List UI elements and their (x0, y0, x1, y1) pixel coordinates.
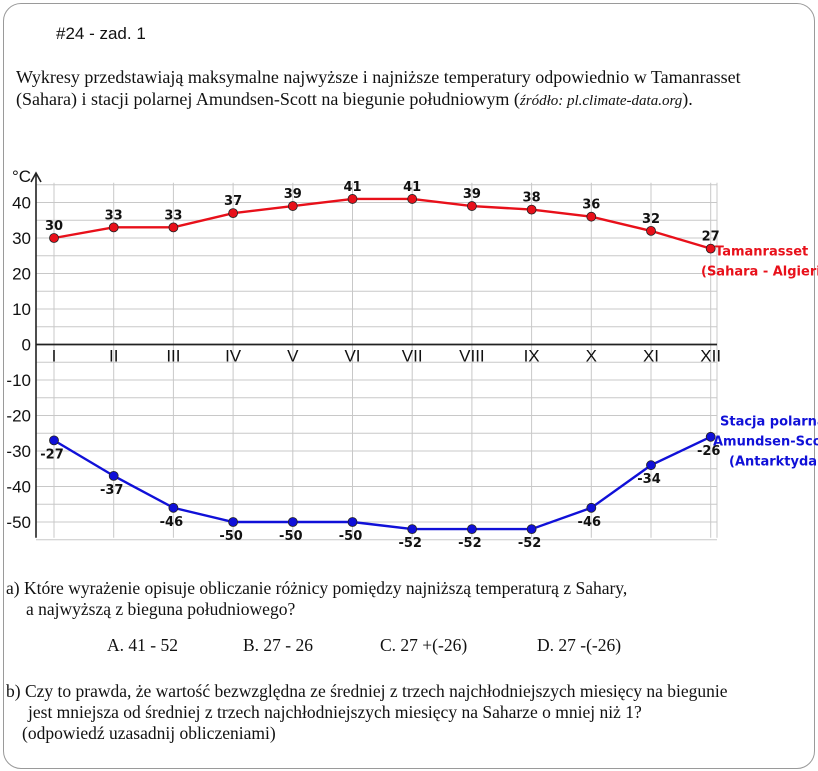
data-label: 33 (164, 208, 182, 223)
data-point (646, 460, 656, 471)
data-label: -50 (219, 529, 243, 544)
data-label: 30 (45, 219, 63, 234)
question-a-line-2: a najwyższą z bieguna południowego? (26, 599, 296, 619)
y-axis-arrow (30, 171, 42, 183)
data-point (646, 226, 656, 236)
data-label: 39 (463, 187, 481, 202)
data-label: 27 (702, 230, 720, 245)
x-tick-label: IV (225, 347, 242, 366)
intro-line-2: (Sahara) i stacji polarnej Amundsen-Scot… (16, 88, 816, 112)
series-label-antarctica: (Antarktyda) (729, 455, 818, 470)
option-c: C. 27 +(-26) (380, 635, 468, 655)
y-tick-label: -20 (6, 407, 31, 426)
task-heading: #24 - zad. 1 (56, 24, 146, 43)
x-tick-label: II (109, 347, 118, 366)
y-tick-label: 40 (12, 194, 31, 213)
data-label: -52 (458, 536, 482, 551)
tamanrasset-line (53, 197, 712, 250)
question-b-line-3: (odpowiedź uzasadnij obliczeniami) (22, 723, 276, 743)
data-label: -34 (637, 472, 661, 487)
x-tick-label: IX (524, 347, 540, 366)
data-point (168, 222, 179, 233)
data-label: 39 (284, 187, 302, 202)
data-point (466, 524, 477, 535)
data-point (347, 517, 358, 527)
data-point (526, 204, 537, 215)
data-label: -26 (697, 444, 721, 459)
y-tick-label: -50 (6, 513, 31, 532)
x-tick-label: VI (344, 347, 360, 366)
data-point (49, 435, 59, 446)
data-point (586, 211, 597, 222)
series-label-tamanrasset-region: (Sahara - Algieria) (701, 265, 818, 280)
data-label: -27 (40, 447, 64, 462)
worksheet-frame (3, 3, 815, 769)
data-point (228, 208, 239, 219)
series-label-amundsen-scott: Amundsen-Scott (713, 435, 818, 450)
x-tick-label: XI (643, 347, 659, 366)
y-tick-label: 10 (12, 300, 31, 319)
data-label: -37 (100, 483, 124, 498)
question-b: b) Czy to prawda, że wartość bezwzględna… (6, 681, 818, 744)
data-point (705, 243, 716, 254)
data-label: -52 (518, 536, 542, 551)
data-label: 38 (523, 191, 541, 206)
intro-end: ). (682, 89, 693, 109)
question-a: a) Które wyrażenie opisuje obliczanie ró… (6, 578, 627, 620)
intro-line-1: Wykresy przedstawiają maksymalne najwyżs… (16, 67, 741, 87)
x-tick-label: V (287, 347, 299, 366)
data-label: -50 (339, 529, 363, 544)
data-point (347, 194, 358, 204)
data-label: 41 (403, 180, 421, 195)
x-tick-label: XII (700, 347, 721, 366)
data-label: -52 (398, 536, 422, 551)
data-point (49, 233, 59, 243)
data-point (168, 502, 179, 513)
data-point (407, 194, 418, 204)
data-point (228, 517, 239, 527)
x-tick-label: VII (402, 347, 423, 366)
data-label: 32 (642, 212, 660, 227)
y-tick-label: -10 (6, 371, 31, 390)
task-intro: Wykresy przedstawiają maksymalne najwyżs… (16, 66, 816, 112)
data-label: -46 (160, 515, 184, 530)
x-tick-label: VIII (459, 347, 485, 366)
data-label: 41 (343, 180, 361, 195)
data-label: 36 (582, 198, 600, 213)
option-a: A. 41 - 52 (107, 635, 178, 655)
x-tick-label: I (52, 347, 57, 366)
y-tick-label: -30 (6, 442, 31, 461)
data-label: 37 (224, 194, 242, 209)
data-point (705, 431, 716, 442)
x-tick-label: III (166, 347, 180, 366)
question-b-line-2: jest mniejsza od średniej z trzech najch… (28, 702, 642, 722)
data-point (407, 524, 418, 535)
data-point (287, 201, 298, 211)
question-a-line-1: a) Które wyrażenie opisuje obliczanie ró… (6, 578, 628, 598)
amundsen-scott-line (53, 435, 712, 531)
series-label-station: Stacja polarna (720, 415, 818, 430)
intro-text: (Sahara) i stacji polarnej Amundsen-Scot… (16, 89, 520, 109)
data-point (108, 470, 119, 481)
data-point (287, 517, 298, 527)
data-point (526, 524, 537, 535)
data-point (466, 201, 477, 211)
series-label-tamanrasset: Tamanrasset (715, 245, 808, 260)
data-label: -46 (578, 515, 602, 530)
y-axis-unit: °C (12, 167, 31, 186)
data-point (108, 222, 119, 233)
data-label: 33 (105, 208, 123, 223)
y-tick-label: 30 (12, 229, 31, 248)
data-label: -50 (279, 529, 303, 544)
y-tick-label: 0 (22, 336, 31, 355)
option-b: B. 27 - 26 (243, 635, 313, 655)
y-tick-label: 20 (12, 265, 31, 284)
question-b-line-1: b) Czy to prawda, że wartość bezwzględna… (6, 681, 728, 701)
option-d: D. 27 -(-26) (537, 635, 622, 655)
intro-source: źródło: pl.climate-data.org (519, 93, 683, 109)
y-tick-label: -40 (6, 478, 31, 497)
data-point (586, 502, 597, 513)
x-tick-label: X (586, 347, 597, 366)
